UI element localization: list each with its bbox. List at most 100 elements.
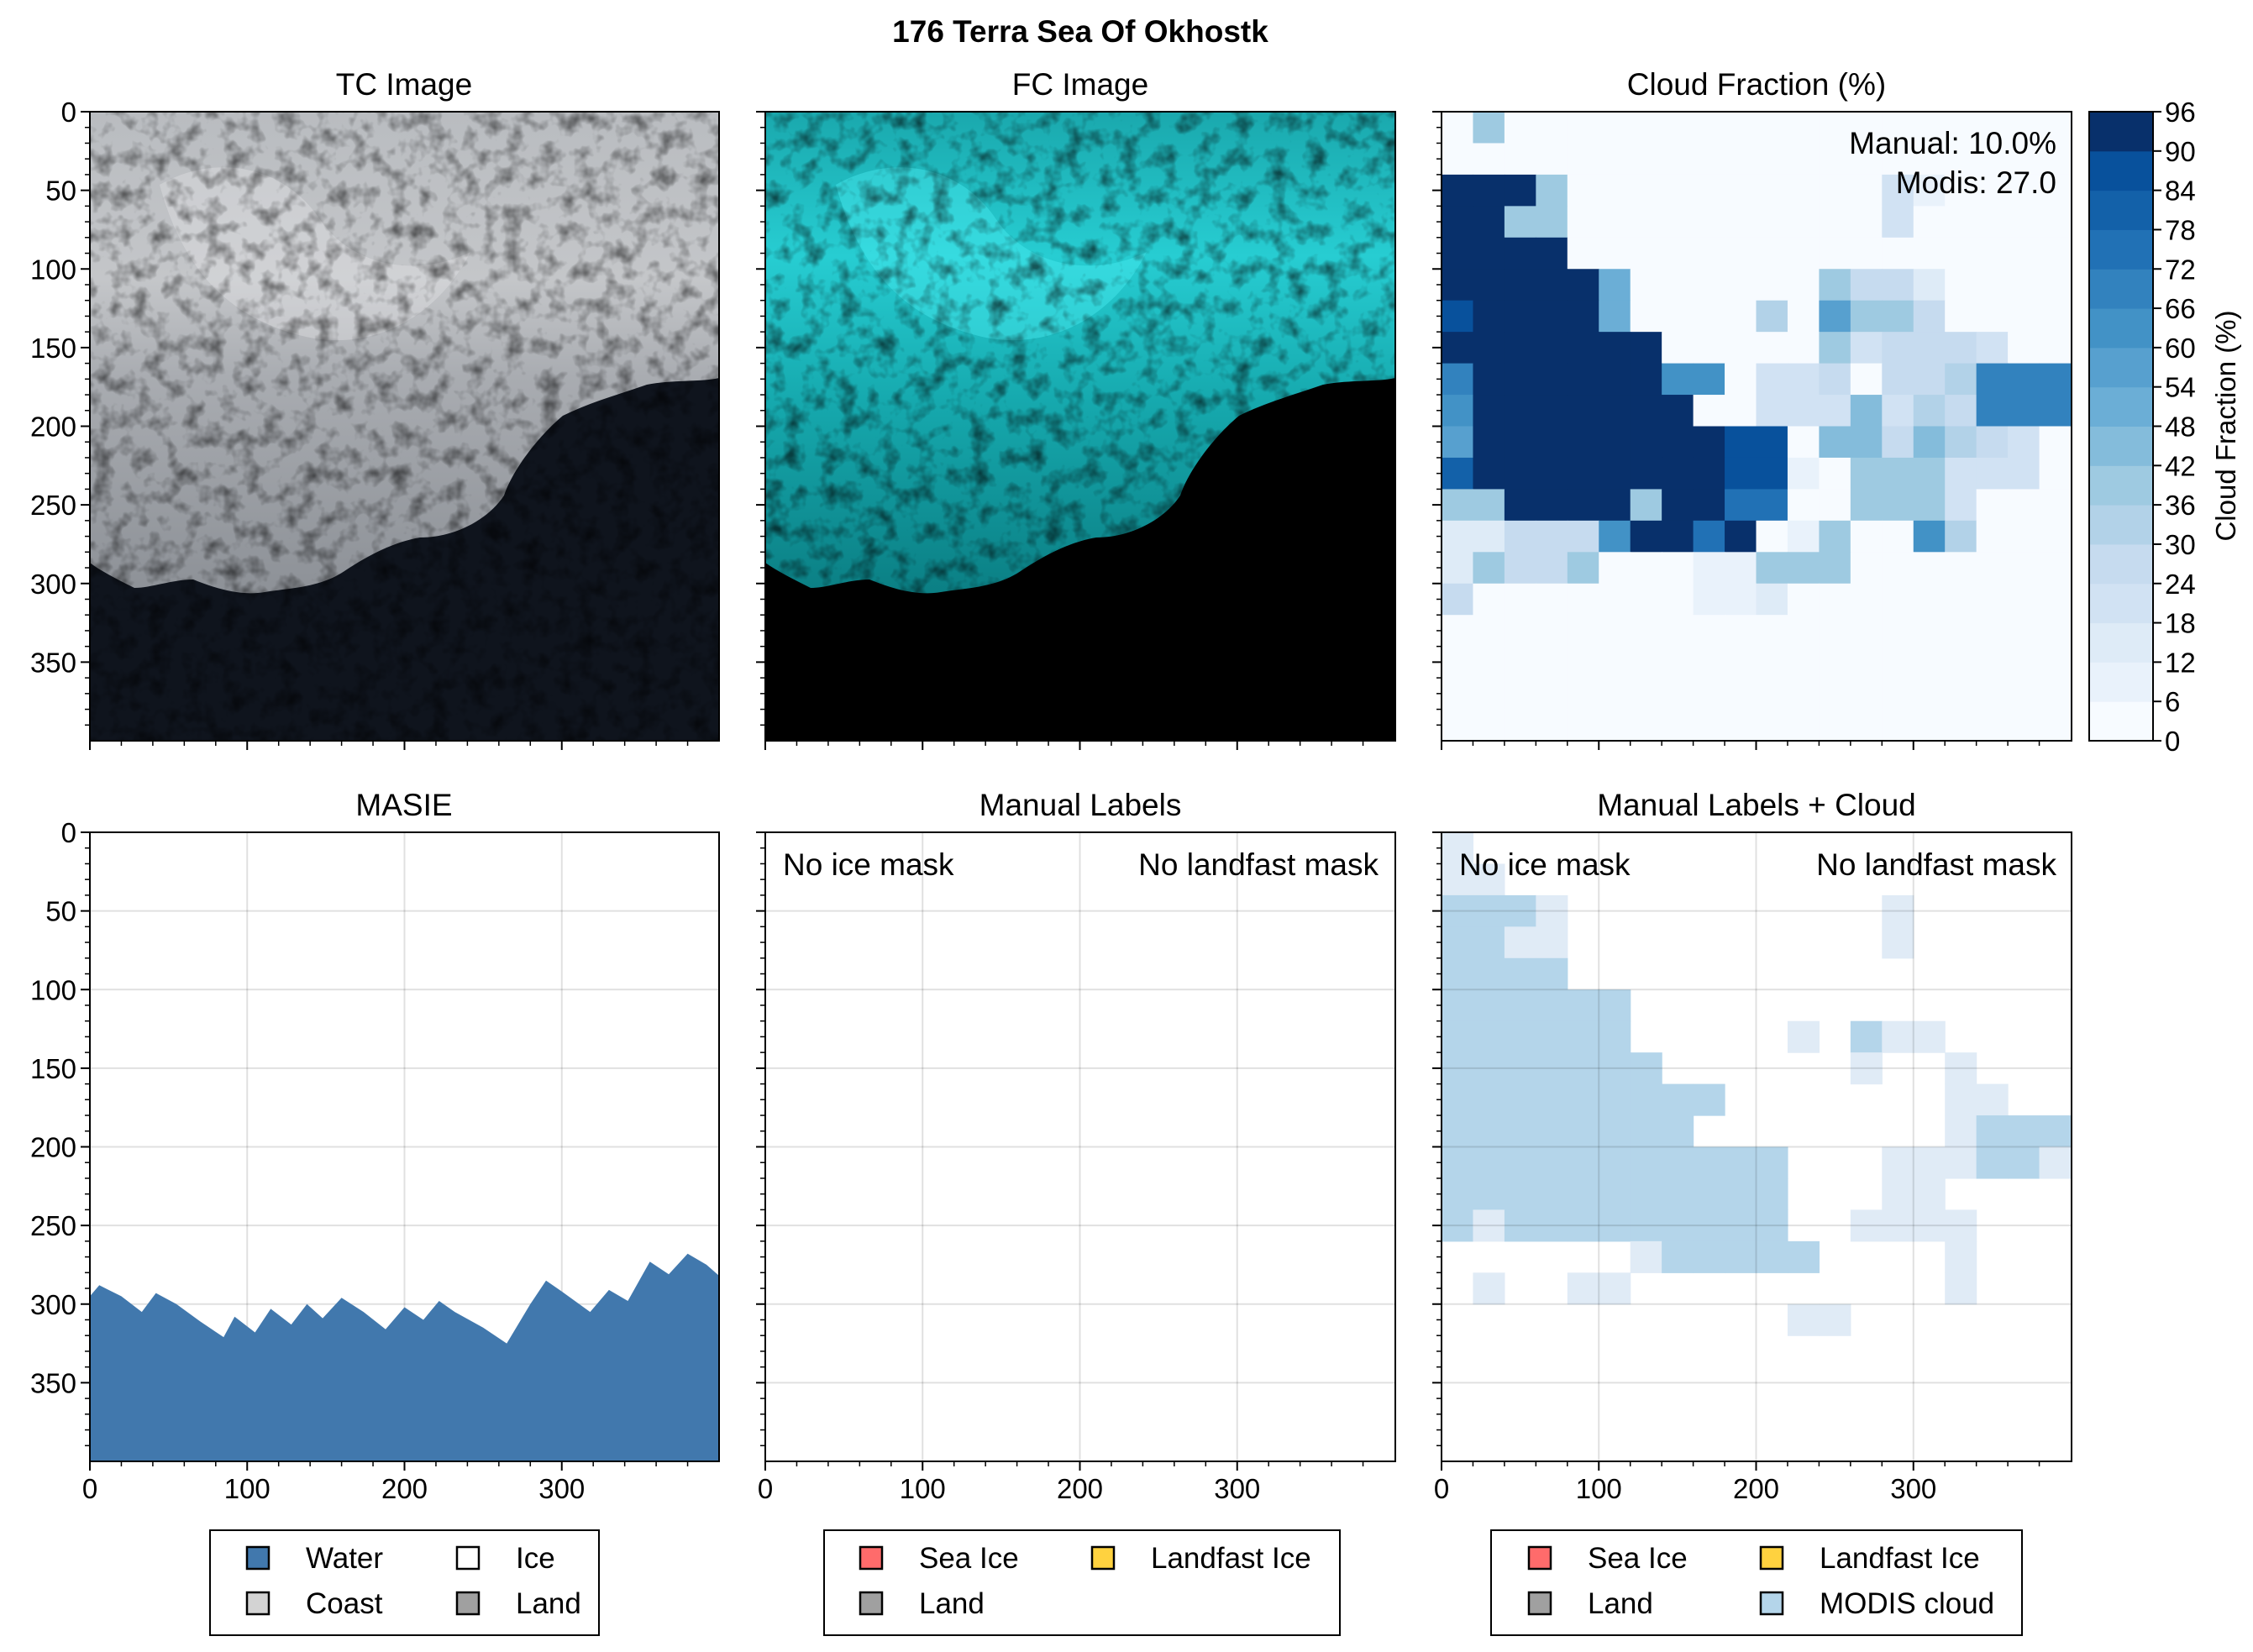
heatmap-cell — [1756, 457, 1788, 490]
heatmap-cell — [1819, 678, 1851, 711]
cloud-mask-cell — [1756, 1177, 1788, 1210]
cloud-mask-cell — [1473, 1083, 1505, 1116]
heatmap-cell — [1756, 300, 1788, 333]
heatmap-cell — [1630, 426, 1662, 459]
cloud-mask-cell — [1630, 1146, 1662, 1179]
cloud-mask-cell — [1787, 1240, 1820, 1273]
heatmap-cell — [1913, 112, 1946, 144]
heatmap-cell — [1630, 300, 1662, 333]
colorbar-bin — [2089, 308, 2153, 349]
panel-title: MASIE — [355, 788, 452, 822]
heatmap-cell — [1442, 646, 1474, 679]
y-tick-label: 300 — [30, 569, 76, 600]
colorbar: 0 6 12 18 24 30 36 42 48 54 60 66 72 78 84 90 96 Cloud F… — [2088, 97, 2241, 757]
heatmap-cell — [1976, 237, 2009, 270]
heatmap-cell — [1913, 709, 1946, 742]
cloud-mask-cell — [1442, 989, 1474, 1022]
heatmap-cell — [1662, 143, 1694, 176]
colorbar-bin — [2089, 426, 2153, 466]
heatmap-cell — [1662, 300, 1694, 333]
heatmap-cell — [1630, 395, 1662, 427]
heatmap-cell — [1756, 583, 1788, 616]
cloud-mask-cell — [1536, 1052, 1568, 1085]
heatmap-cell — [1599, 174, 1631, 207]
heatmap-cell — [1945, 615, 1977, 648]
heatmap-cell — [1504, 646, 1536, 679]
heatmap-cell — [1662, 709, 1694, 742]
heatmap-cell — [1819, 363, 1851, 396]
heatmap-cell — [1819, 300, 1851, 333]
heatmap-cell — [1567, 646, 1599, 679]
heatmap-cell — [1787, 709, 1820, 742]
heatmap-cell — [1473, 646, 1505, 679]
heatmap-cell — [1976, 457, 2009, 490]
cloud-mask-cell — [1504, 1083, 1536, 1116]
heatmap-cell — [1850, 143, 1883, 176]
cloud-mask-cell — [1567, 1177, 1599, 1210]
x-tick-label: 0 — [758, 1473, 773, 1504]
heatmap-cell — [1442, 583, 1474, 616]
cloud-mask-cell — [1945, 1115, 1977, 1148]
heatmap-cell — [1567, 143, 1599, 176]
cloud-mask-cell — [1913, 1209, 1946, 1242]
x-tick-label: 100 — [1576, 1473, 1622, 1504]
heatmap-cell — [1536, 332, 1568, 364]
y-tick-label: 50 — [45, 896, 76, 927]
heatmap-cell — [1567, 395, 1599, 427]
y-tick-label: 350 — [30, 1367, 76, 1398]
heatmap-cell — [2039, 300, 2072, 333]
cloud-mask-cell — [1630, 1177, 1662, 1210]
x-tick-label: 200 — [1733, 1473, 1779, 1504]
heatmap-cell — [1756, 332, 1788, 364]
colorbar-tick-label: 12 — [2165, 647, 2196, 678]
y-tick-label: 150 — [30, 333, 76, 364]
heatmap-cell — [1662, 237, 1694, 270]
heatmap-cell — [1882, 174, 1914, 207]
cloud-mask-cell — [1473, 1272, 1505, 1305]
heatmap-cell — [1913, 426, 1946, 459]
heatmap-cell — [1913, 457, 1946, 490]
heatmap-cell — [1882, 552, 1914, 585]
legend-manual-cloud — [1490, 1529, 2023, 1636]
heatmap-cell — [1630, 489, 1662, 522]
heatmap-cell — [1882, 489, 1914, 522]
heatmap-cell — [1787, 583, 1820, 616]
legend-label: MODIS cloud — [1820, 1587, 1994, 1620]
heatmap-cell — [1442, 426, 1474, 459]
y-tick-label: 100 — [30, 254, 76, 285]
colorbar-bin — [2089, 543, 2153, 585]
cloud-mask-cell — [1976, 1083, 2009, 1116]
heatmap-cell — [1787, 174, 1820, 207]
heatmap-cell — [1536, 237, 1568, 270]
grid — [765, 832, 1394, 1461]
heatmap-cell — [1913, 332, 1946, 364]
heatmap-cell — [2039, 583, 2072, 616]
heatmap-cell — [1473, 143, 1505, 176]
heatmap-cell — [1536, 520, 1568, 553]
heatmap-cell — [1819, 332, 1851, 364]
heatmap-cell — [1819, 583, 1851, 616]
colorbar-bin — [2089, 622, 2153, 663]
heatmap-cell — [1819, 426, 1851, 459]
legend-label: Land — [919, 1587, 985, 1620]
colorbar-ticks: 0 6 12 18 24 30 36 42 48 54 60 66 72 78 84 90 96 — [2153, 97, 2196, 757]
panel-tc-image: TC Image — [89, 67, 720, 742]
heatmap-cell — [1693, 174, 1725, 207]
heatmap-cell — [1599, 457, 1631, 490]
x-tick-label: 200 — [381, 1473, 428, 1504]
heatmap-cell — [1599, 646, 1631, 679]
heatmap-cell — [1567, 237, 1599, 270]
heatmap-cell — [1693, 332, 1725, 364]
heatmap-cell — [1567, 332, 1599, 364]
legend-swatch — [1090, 1545, 1116, 1571]
heatmap-cell — [1882, 300, 1914, 333]
cloud-mask-cell — [1599, 1209, 1631, 1242]
heatmap-cell — [1504, 332, 1536, 364]
cloud-mask-cell — [1504, 894, 1536, 927]
heatmap-cell — [2039, 112, 2072, 144]
heatmap-cell — [1630, 363, 1662, 396]
heatmap-cell — [2039, 426, 2072, 459]
heatmap-cell — [1662, 489, 1694, 522]
heatmap-cell — [1504, 489, 1536, 522]
heatmap-cell — [1473, 206, 1505, 239]
